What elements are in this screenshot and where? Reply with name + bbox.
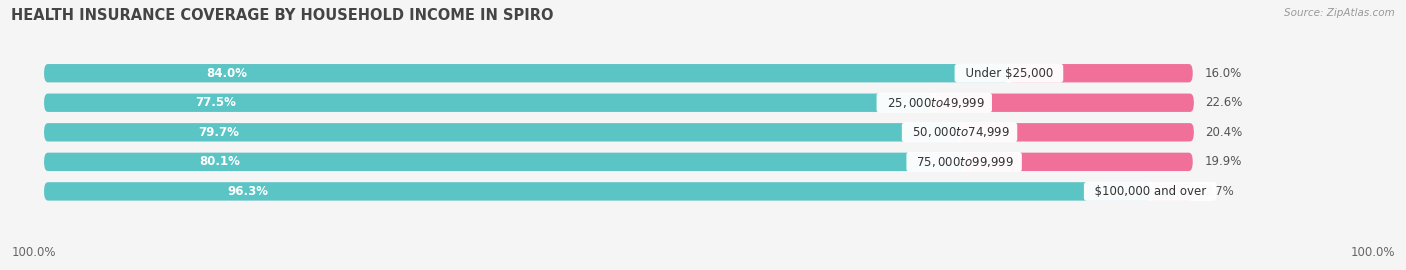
Text: Under $25,000: Under $25,000 — [957, 67, 1060, 80]
FancyBboxPatch shape — [1150, 182, 1192, 201]
Text: 96.3%: 96.3% — [228, 185, 269, 198]
Text: $25,000 to $49,999: $25,000 to $49,999 — [880, 96, 988, 110]
FancyBboxPatch shape — [44, 64, 1010, 82]
FancyBboxPatch shape — [959, 123, 1194, 141]
Text: 16.0%: 16.0% — [1204, 67, 1241, 80]
Text: HEALTH INSURANCE COVERAGE BY HOUSEHOLD INCOME IN SPIRO: HEALTH INSURANCE COVERAGE BY HOUSEHOLD I… — [11, 8, 554, 23]
Text: 100.0%: 100.0% — [11, 246, 56, 259]
Text: 77.5%: 77.5% — [195, 96, 236, 109]
Text: $100,000 and over: $100,000 and over — [1087, 185, 1213, 198]
FancyBboxPatch shape — [44, 153, 965, 171]
Text: 80.1%: 80.1% — [200, 155, 240, 168]
Text: 79.7%: 79.7% — [198, 126, 239, 139]
FancyBboxPatch shape — [1010, 64, 1192, 82]
FancyBboxPatch shape — [44, 123, 1192, 141]
FancyBboxPatch shape — [44, 64, 1192, 82]
FancyBboxPatch shape — [44, 153, 1192, 171]
Text: $50,000 to $74,999: $50,000 to $74,999 — [905, 125, 1014, 139]
FancyBboxPatch shape — [44, 182, 1192, 201]
FancyBboxPatch shape — [44, 94, 934, 112]
Text: 100.0%: 100.0% — [1350, 246, 1395, 259]
Text: Source: ZipAtlas.com: Source: ZipAtlas.com — [1284, 8, 1395, 18]
Text: 20.4%: 20.4% — [1205, 126, 1243, 139]
Text: 19.9%: 19.9% — [1204, 155, 1241, 168]
FancyBboxPatch shape — [44, 123, 959, 141]
FancyBboxPatch shape — [44, 182, 1150, 201]
Text: 22.6%: 22.6% — [1205, 96, 1243, 109]
Text: $75,000 to $99,999: $75,000 to $99,999 — [910, 155, 1019, 169]
Text: 3.7%: 3.7% — [1204, 185, 1234, 198]
FancyBboxPatch shape — [934, 94, 1194, 112]
FancyBboxPatch shape — [965, 153, 1192, 171]
FancyBboxPatch shape — [44, 94, 1192, 112]
Text: 84.0%: 84.0% — [207, 67, 247, 80]
